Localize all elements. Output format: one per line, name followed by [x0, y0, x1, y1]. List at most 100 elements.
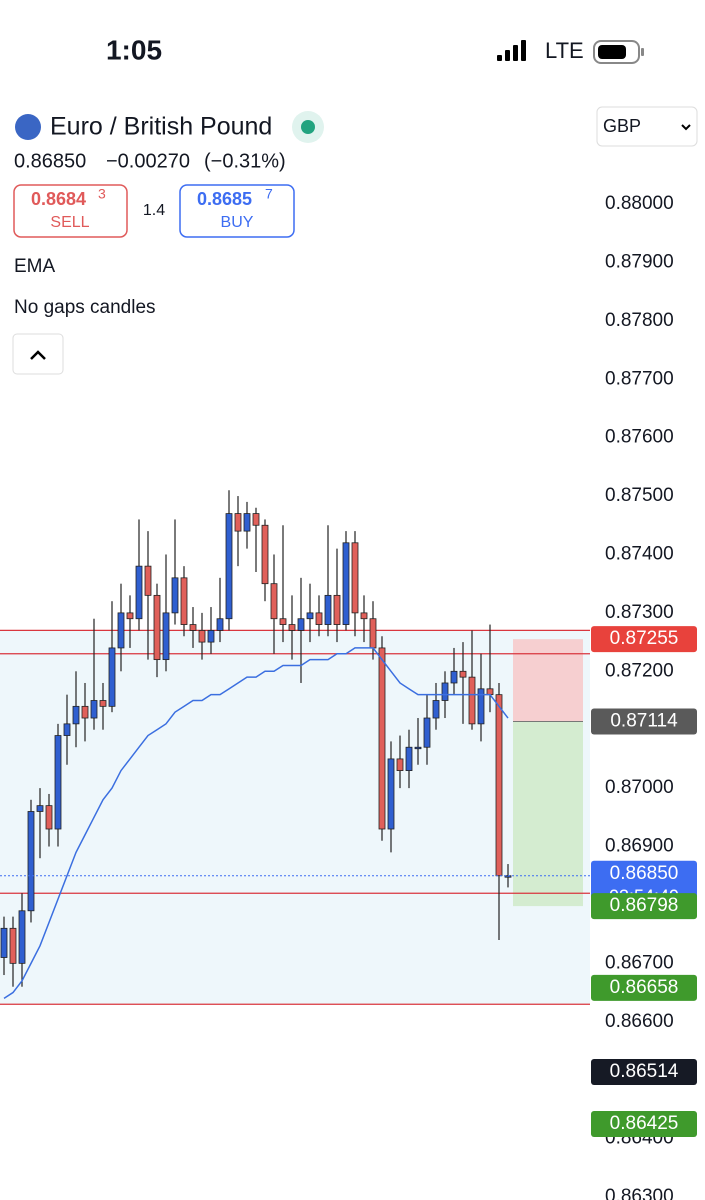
candle-body — [414, 746, 422, 750]
y-tick-label: 0.87800 — [605, 310, 674, 331]
indicator: EMA — [14, 256, 56, 277]
candle-body — [243, 513, 251, 532]
candle-body — [198, 630, 206, 643]
candle-body — [495, 694, 503, 877]
candle-body — [486, 688, 494, 696]
sell-button[interactable] — [13, 184, 128, 238]
signal-icon — [497, 40, 526, 61]
candle-body — [153, 594, 161, 661]
candle-body — [360, 612, 368, 620]
price-marker — [591, 1110, 697, 1137]
candle-body — [180, 577, 188, 625]
candle-body — [333, 594, 341, 625]
candle-body — [396, 758, 404, 771]
sell-price: 0.8684 — [31, 189, 86, 209]
buy-super: 7 — [265, 186, 273, 202]
buy-button[interactable] — [179, 184, 295, 238]
candle-body — [216, 618, 224, 631]
sell-super: 3 — [98, 186, 106, 202]
price-marker — [591, 893, 697, 920]
battery-icon — [593, 40, 644, 64]
candle-body — [90, 700, 98, 719]
price-marker — [591, 1058, 697, 1085]
change-pct: (−0.31%) — [204, 150, 286, 172]
y-tick-label: 0.88000 — [605, 193, 674, 214]
candle-body — [459, 670, 467, 678]
spread: 1.4 — [143, 202, 165, 219]
price-marker — [591, 626, 697, 653]
chevron — [681, 124, 691, 131]
candle-body — [477, 688, 485, 725]
price-marker-label: 0.86658 — [610, 977, 679, 998]
candle-body — [72, 705, 80, 725]
flag-icon — [15, 114, 41, 140]
candle-body — [0, 927, 8, 958]
ema-line — [3, 647, 509, 1000]
candle-body — [441, 682, 449, 701]
chevron-up — [30, 350, 46, 360]
y-tick-label: 0.87900 — [605, 251, 674, 272]
network: LTE — [545, 38, 584, 63]
candle-body — [45, 805, 53, 830]
target-area — [513, 721, 583, 907]
candle-body — [99, 700, 107, 707]
candle-body — [162, 612, 170, 661]
sell-label: SELL — [50, 214, 89, 231]
candle-body — [432, 700, 440, 719]
y-tick-label: 0.87400 — [605, 543, 674, 564]
price-marker-label: 0.87255 — [610, 628, 679, 649]
candle-body — [9, 927, 17, 964]
time: 1:05 — [106, 34, 162, 65]
candle-body — [405, 746, 413, 771]
candle-body — [234, 513, 242, 532]
price-marker-label: 0.87114 — [610, 711, 678, 732]
candle-body — [288, 624, 296, 631]
y-tick-label: 0.87200 — [605, 660, 674, 681]
buy-label: BUY — [221, 214, 254, 231]
y-tick-label: 0.87700 — [605, 368, 674, 389]
y-tick-label: 0.86600 — [605, 1011, 674, 1032]
candle-body — [189, 624, 197, 631]
candle-body — [54, 735, 62, 830]
y-tick-label: 0.87500 — [605, 485, 674, 506]
candle-body — [423, 717, 431, 748]
candle-body — [225, 513, 233, 620]
candle-body — [306, 612, 314, 620]
candle-body — [342, 542, 350, 625]
candle-body — [315, 612, 323, 625]
y-tick-label: 0.86300 — [605, 1186, 674, 1200]
candle-body — [108, 647, 116, 707]
buy-price: 0.8685 — [197, 189, 252, 209]
candle-body — [63, 723, 71, 736]
candle-body — [261, 524, 269, 585]
price-marker-label: 0.86850 — [610, 863, 679, 884]
indicator: No gaps candles — [14, 297, 156, 318]
price-marker — [591, 708, 697, 735]
candle-body — [126, 612, 134, 620]
y-tick-label: 0.86700 — [605, 952, 674, 973]
collapse-button[interactable] — [12, 333, 64, 375]
last-price: 0.86850 — [14, 150, 86, 172]
market-dot — [301, 120, 315, 134]
candle-body — [369, 618, 377, 649]
candle-body — [171, 577, 179, 614]
candle-body — [270, 583, 278, 620]
currency: GBP — [603, 116, 641, 136]
candle-body — [18, 910, 26, 964]
currency-select[interactable] — [596, 106, 698, 147]
candle-body — [450, 670, 458, 684]
symbol-title: Euro / British Pound — [50, 113, 272, 141]
candle-body — [36, 805, 44, 812]
candle-body — [378, 647, 386, 830]
change: −0.00270 — [106, 150, 190, 172]
price-marker — [591, 974, 697, 1001]
y-tick-label: 0.86900 — [605, 836, 674, 857]
y-tick-label: 0.87000 — [605, 777, 674, 798]
candle-body — [81, 705, 89, 719]
candle-body — [252, 513, 260, 526]
candle-body — [117, 612, 125, 649]
y-tick-label: 0.87600 — [605, 427, 674, 448]
candle-body — [324, 594, 332, 625]
